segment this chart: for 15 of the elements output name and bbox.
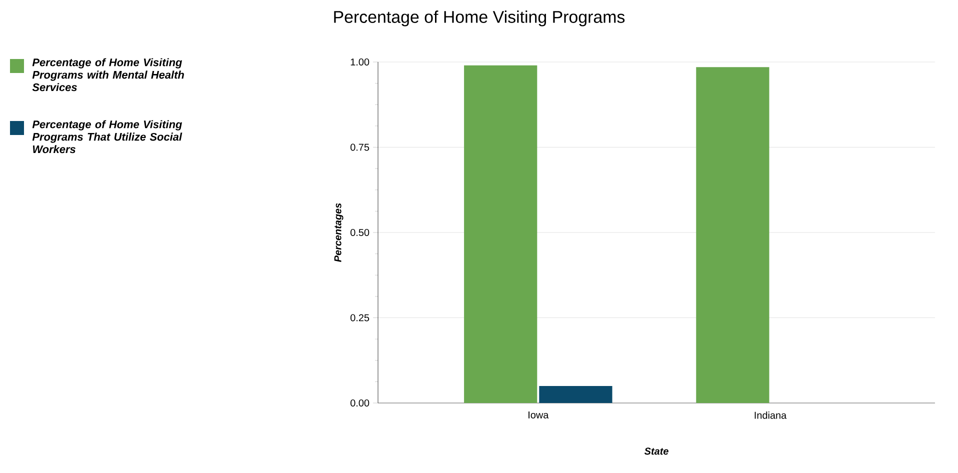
chart-title: Percentage of Home Visiting Programs [334,10,625,26]
bar [696,67,770,403]
y-tick-label: 0.00 [350,399,370,407]
legend-label: Percentage of Home Visiting Programs with Mental Health Services [32,58,184,92]
x-tick-label: Iowa [528,411,549,418]
legend-label: Percentage of Home Visiting Programs That Utilize Social Workers [32,120,182,154]
y-tick-label: 1.00 [350,58,370,66]
y-tick-label: 0.50 [350,228,370,236]
y-tick-label: 0.75 [350,144,370,151]
y-axis-title: Percentages [334,203,344,262]
bar [539,386,612,403]
bar [464,65,538,403]
y-tick-label: 0.25 [350,314,370,322]
x-axis-title: State [644,448,668,455]
x-tick-label: Indiana [754,412,787,419]
